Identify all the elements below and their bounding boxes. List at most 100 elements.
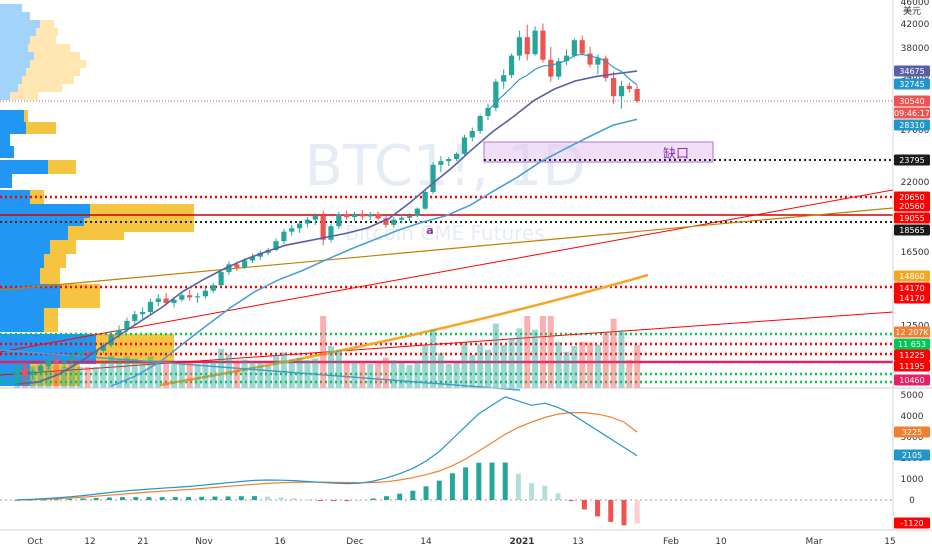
candle[interactable]: [179, 291, 185, 302]
candle[interactable]: [226, 261, 232, 276]
candle[interactable]: [45, 354, 51, 370]
candle[interactable]: [281, 228, 287, 244]
candle[interactable]: [218, 270, 224, 287]
macd-histogram-bar: [449, 473, 455, 500]
candle[interactable]: [446, 157, 452, 167]
price-tag: 32745: [894, 78, 930, 90]
candle[interactable]: [37, 362, 44, 375]
candle[interactable]: [406, 213, 413, 221]
candle[interactable]: [563, 49, 570, 66]
trend-lines: [0, 189, 894, 391]
candle[interactable]: [320, 210, 326, 246]
candle[interactable]: [461, 134, 468, 156]
candle[interactable]: [430, 162, 436, 195]
candle[interactable]: [30, 369, 36, 380]
candle[interactable]: [532, 26, 538, 56]
candle[interactable]: [194, 292, 201, 304]
candle[interactable]: [454, 152, 460, 162]
gap-label: 缺口: [663, 147, 689, 162]
candle[interactable]: [312, 213, 318, 225]
candle[interactable]: [53, 353, 59, 365]
candle[interactable]: [524, 24, 530, 61]
candle[interactable]: [485, 103, 491, 121]
candle-body: [634, 88, 640, 101]
candle[interactable]: [77, 349, 83, 358]
candle[interactable]: [571, 38, 577, 58]
candle-body: [218, 272, 224, 286]
candle[interactable]: [438, 156, 444, 173]
candle[interactable]: [147, 298, 154, 315]
candle[interactable]: [477, 114, 483, 134]
macd-histogram-bar: [476, 462, 482, 500]
svg-text:34675: 34675: [899, 67, 924, 76]
macd-histogram-bar: [186, 497, 192, 500]
candle[interactable]: [289, 224, 295, 236]
candle[interactable]: [351, 211, 358, 221]
candle[interactable]: [618, 80, 625, 109]
candle[interactable]: [508, 53, 515, 79]
candle[interactable]: [61, 357, 67, 368]
candle[interactable]: [359, 209, 365, 220]
candle[interactable]: [202, 287, 208, 299]
candle[interactable]: [399, 214, 405, 224]
candle[interactable]: [257, 250, 263, 260]
candle[interactable]: [626, 82, 632, 93]
candle-body: [304, 219, 311, 224]
candle[interactable]: [391, 217, 397, 228]
candle[interactable]: [367, 211, 373, 221]
volume-bar: [445, 363, 452, 388]
volume-bar: [68, 363, 75, 388]
svg-text:-1120: -1120: [900, 519, 923, 528]
candle[interactable]: [493, 78, 499, 112]
macd-histogram-bar: [159, 497, 165, 500]
candle[interactable]: [548, 46, 554, 82]
candle[interactable]: [587, 46, 593, 68]
price-tag: 14170: [894, 282, 930, 294]
candle[interactable]: [336, 211, 342, 229]
candle[interactable]: [249, 253, 256, 263]
watermark-subtitle: Bitcoin CME Futures: [345, 221, 544, 245]
candle[interactable]: [85, 348, 91, 356]
candle-body: [85, 352, 91, 354]
candle[interactable]: [516, 30, 522, 61]
candle[interactable]: [469, 127, 475, 142]
candle[interactable]: [69, 352, 75, 365]
candle[interactable]: [140, 307, 146, 319]
volume-bar: [453, 362, 460, 388]
candle[interactable]: [22, 364, 28, 377]
candle[interactable]: [422, 189, 428, 210]
price-tag: 14860: [894, 270, 930, 282]
candle[interactable]: [501, 69, 507, 89]
candle[interactable]: [579, 35, 585, 56]
candle[interactable]: [603, 55, 609, 82]
candle[interactable]: [540, 23, 546, 63]
candle[interactable]: [14, 366, 20, 378]
volume-bar: [469, 354, 476, 388]
gap-zone[interactable]: [483, 141, 714, 163]
candle[interactable]: [414, 207, 420, 218]
candle[interactable]: [304, 217, 311, 228]
candle[interactable]: [297, 220, 303, 234]
svg-text:18565: 18565: [899, 226, 924, 235]
candle[interactable]: [383, 215, 389, 228]
volume-bar: [296, 357, 303, 388]
candle[interactable]: [155, 294, 161, 307]
candle[interactable]: [108, 332, 114, 348]
candle-body: [485, 107, 491, 117]
candle-body: [187, 295, 193, 298]
candle-body: [563, 55, 570, 62]
candle[interactable]: [132, 310, 138, 325]
candle-body: [603, 58, 609, 79]
candle[interactable]: [375, 211, 381, 221]
candle[interactable]: [187, 289, 193, 301]
price-tag: 28310: [894, 119, 930, 131]
time-tick-label: Feb: [663, 537, 679, 547]
candle[interactable]: [634, 85, 640, 103]
candle[interactable]: [210, 282, 216, 293]
candle[interactable]: [611, 71, 617, 104]
candle[interactable]: [328, 223, 334, 243]
candle[interactable]: [556, 57, 562, 80]
candle[interactable]: [100, 342, 106, 354]
candle[interactable]: [344, 210, 350, 220]
